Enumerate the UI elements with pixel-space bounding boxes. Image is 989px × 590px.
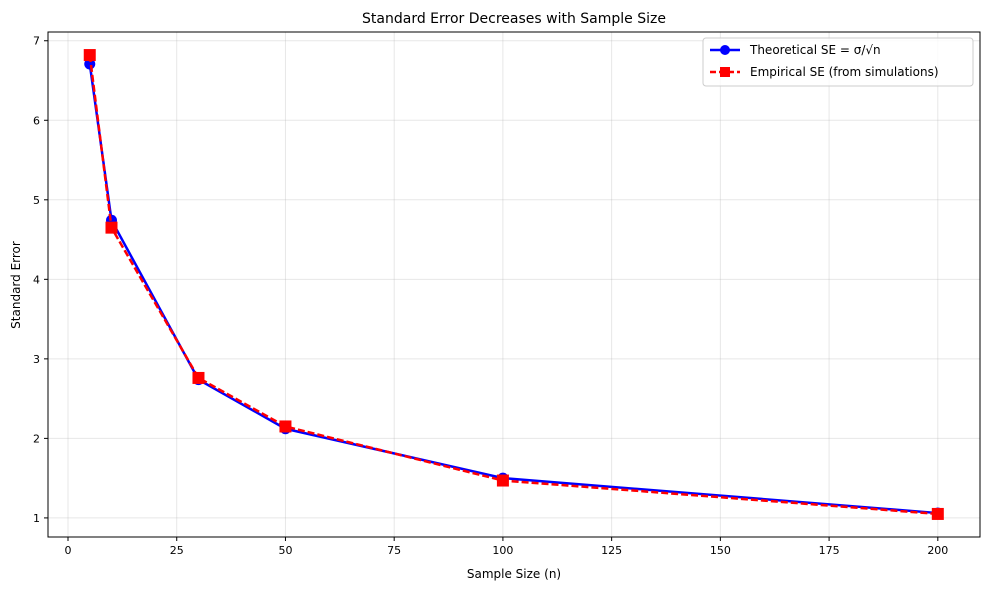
- data-point-empirical: [279, 420, 292, 433]
- y-tick-label: 4: [33, 273, 40, 286]
- legend-circle-marker-icon: [720, 45, 730, 55]
- x-tick-label: 25: [170, 544, 184, 557]
- x-tick-label: 0: [65, 544, 72, 557]
- chart-title: Standard Error Decreases with Sample Siz…: [362, 11, 666, 27]
- legend-label-theoretical: Theoretical SE = σ/√n: [749, 43, 881, 57]
- x-tick-label: 150: [710, 544, 731, 557]
- y-tick-label: 3: [33, 353, 40, 366]
- series-line-0: [88, 63, 938, 515]
- data-point-empirical: [496, 474, 509, 487]
- data-point-empirical: [83, 49, 96, 62]
- x-tick-label: 75: [387, 544, 401, 557]
- x-axis-label: Sample Size (n): [467, 567, 561, 581]
- y-tick-label: 5: [33, 194, 40, 207]
- data-point-empirical: [105, 221, 118, 234]
- legend: Theoretical SE = σ/√n Empirical SE (from…: [702, 37, 974, 87]
- data-point-theoretical: [84, 58, 96, 70]
- y-tick-label: 1: [33, 512, 40, 525]
- plot-frame: [47, 31, 981, 538]
- legend-square-marker-icon: [720, 67, 730, 77]
- data-point-empirical: [192, 371, 205, 384]
- series-line-1: [88, 54, 938, 516]
- x-tick-label: 175: [819, 544, 840, 557]
- data-point-empirical: [931, 507, 944, 520]
- y-tick-label: 7: [33, 35, 40, 48]
- y-tick-label: 2: [33, 432, 40, 445]
- x-tick-label: 200: [927, 544, 948, 557]
- x-tick-label: 100: [492, 544, 513, 557]
- y-tick-label: 6: [33, 114, 40, 127]
- x-tick-label: 125: [601, 544, 622, 557]
- legend-label-empirical: Empirical SE (from simulations): [750, 65, 939, 79]
- x-tick-label: 50: [278, 544, 292, 557]
- y-axis-label: Standard Error: [9, 241, 23, 329]
